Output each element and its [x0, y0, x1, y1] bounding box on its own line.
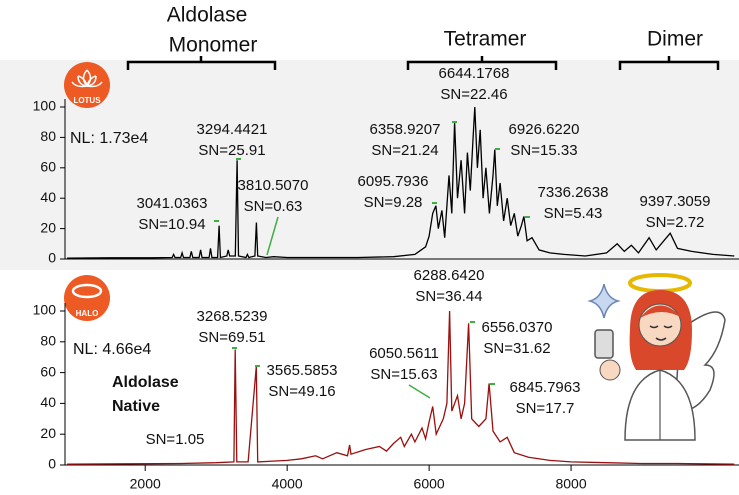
group-label: Aldolase: [167, 4, 248, 27]
peak-mz-label: 6358.9207: [370, 121, 441, 138]
peak-mz-label: 6926.6220: [509, 121, 580, 138]
y-tick-label: 0: [48, 456, 56, 472]
peak-mz-label: 6050.5611: [369, 345, 439, 362]
peak-sn-label: SN=36.44: [415, 288, 482, 305]
peak-mz-label: 6288.6420: [414, 267, 485, 284]
badge-label: LOTUS: [73, 96, 101, 105]
spectrum-line: [67, 106, 735, 259]
y-tick-label: 80: [40, 128, 56, 144]
peak-sn-label: SN=5.43: [544, 205, 603, 222]
y-tick-label: 40: [40, 189, 56, 205]
group-label: Monomer: [169, 34, 258, 57]
peak-sn-label: SN=10.94: [138, 216, 205, 233]
panel-background: [0, 60, 739, 270]
y-tick-label: 40: [40, 394, 56, 410]
normalization-level: NL: 4.66e4: [73, 341, 151, 358]
peak-mz-label: 3294.4421: [197, 121, 268, 138]
x-tick-label: 6000: [414, 476, 445, 492]
angel-illustration: [594, 273, 726, 441]
y-tick-label: 60: [40, 159, 56, 175]
bracket: [406, 56, 558, 70]
peak-sn-label: SN=2.72: [646, 214, 705, 231]
peak-mz-label: 3041.0363: [137, 195, 208, 212]
x-tick-label: 2000: [130, 476, 161, 492]
peak-sn-label: SN=0.63: [244, 198, 303, 215]
sparkle: [587, 283, 621, 319]
peak-sn-label: SN=22.46: [440, 86, 507, 103]
y-tick-label: 100: [33, 302, 57, 318]
peak-sn-label: SN=49.16: [268, 383, 335, 400]
y-tick-label: 0: [48, 250, 56, 266]
y-tick-label: 80: [40, 333, 56, 349]
x-tick-label: 8000: [555, 476, 586, 492]
peak-pointer: [408, 384, 431, 399]
sample-label: Native: [112, 398, 160, 415]
peak-sn-label: SN=31.62: [483, 340, 550, 357]
spectrum-line: [67, 310, 735, 465]
peak-sn-label: SN=17.7: [516, 400, 575, 417]
peak-mz-label: 6845.7963: [510, 379, 581, 396]
bracket: [618, 56, 720, 70]
peak-mz-label: 6556.0370: [482, 319, 553, 336]
peak-sn-label: SN=69.51: [198, 329, 265, 346]
y-tick-label: 20: [40, 219, 56, 235]
peak-mz-label: 9397.3059: [640, 193, 711, 210]
peak-mz-label: 6644.1768: [439, 65, 510, 82]
badge-label: HALO: [76, 309, 99, 318]
bracket: [126, 56, 277, 70]
halo-icon: [71, 283, 103, 299]
group-label: Dimer: [647, 28, 703, 51]
x-tick-label: 4000: [272, 476, 303, 492]
peak-sn-label: SN=25.91: [198, 142, 265, 159]
peak-mz-label: 3565.5853: [267, 362, 338, 379]
peak-sn-label: SN=9.28: [364, 194, 423, 211]
y-tick-label: 60: [40, 363, 56, 379]
peak-mz-label: 6095.7936: [358, 173, 429, 190]
y-tick-label: 100: [33, 98, 57, 114]
peak-sn-label: SN=15.33: [510, 142, 577, 159]
peak-mz-label: 3810.5070: [238, 177, 309, 194]
peak-sn-label: SN=15.63: [370, 366, 437, 383]
lotus-icon: [71, 69, 103, 88]
normalization-level: NL: 1.73e4: [70, 130, 148, 147]
peak-sn-label: SN=21.24: [371, 142, 438, 159]
note-label: SN=1.05: [146, 431, 205, 448]
sample-label: Aldolase: [112, 374, 179, 391]
group-label: Tetramer: [444, 28, 527, 51]
peak-pointer: [266, 216, 279, 256]
peak-mz-label: 7336.2638: [538, 184, 609, 201]
y-tick-label: 20: [40, 425, 56, 441]
peak-mz-label: 3268.5239: [197, 308, 268, 325]
